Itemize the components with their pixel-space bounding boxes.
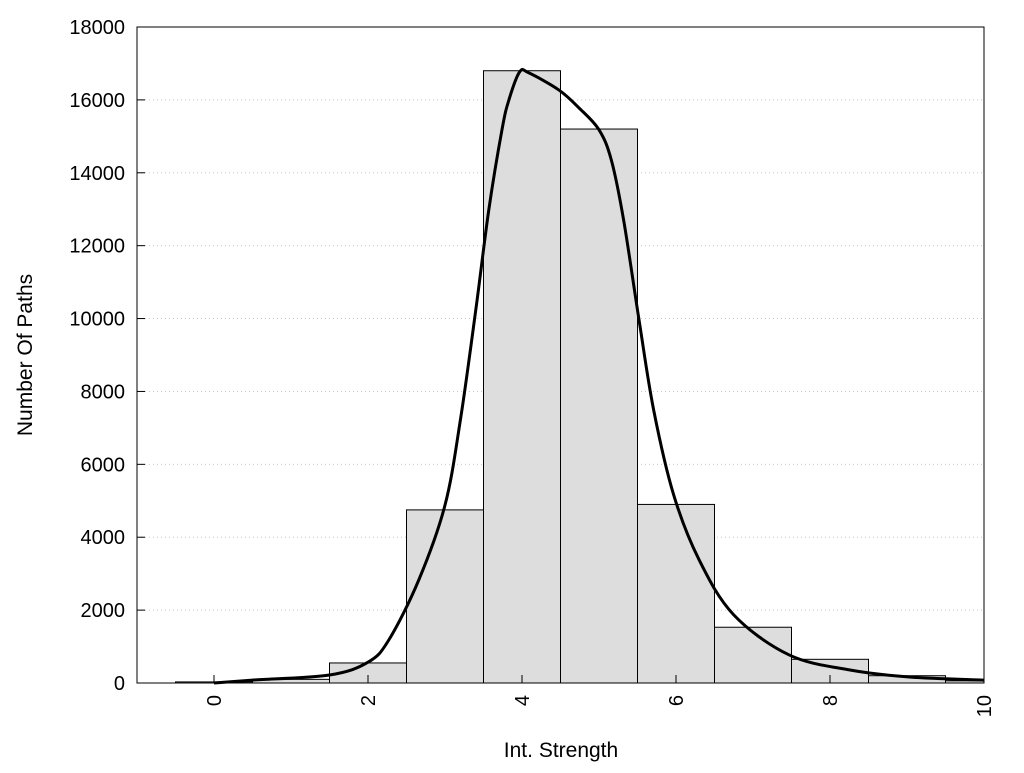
x-tick-label: 2 — [358, 695, 380, 706]
plot-frame — [136, 26, 985, 684]
bars — [175, 70, 985, 684]
y-tick-label: 16000 — [69, 90, 125, 112]
histogram-bar — [406, 509, 484, 684]
y-tick-label: 18000 — [69, 17, 125, 39]
histogram-bar — [714, 626, 792, 684]
x-axis-ticks: 0 2 4 6 8 10 — [204, 675, 996, 717]
y-tick-label: 4000 — [81, 527, 126, 549]
y-tick-label: 14000 — [69, 163, 125, 185]
y-tick-label: 6000 — [81, 454, 126, 476]
y-tick-label: 12000 — [69, 236, 125, 258]
x-tick-label: 0 — [204, 695, 226, 706]
y-tick-label: 10000 — [69, 309, 125, 331]
x-axis-label: Int. Strength — [504, 739, 618, 762]
fit-curve — [213, 67, 985, 685]
y-tick-label: 8000 — [81, 381, 126, 403]
y-axis-label: Number Of Paths — [14, 274, 37, 436]
histogram-bar — [560, 128, 638, 684]
x-tick-label: 10 — [974, 695, 996, 717]
histogram-bar — [637, 503, 715, 684]
x-tick-label: 6 — [666, 695, 688, 706]
y-tick-label: 2000 — [81, 600, 126, 622]
y-tick-label: 0 — [114, 673, 125, 695]
y-axis-ticks: 0 2000 4000 6000 8000 10000 12000 14000 16000 180… — [69, 17, 145, 695]
x-tick-label: 4 — [512, 695, 534, 706]
x-tick-label: 8 — [820, 695, 842, 706]
